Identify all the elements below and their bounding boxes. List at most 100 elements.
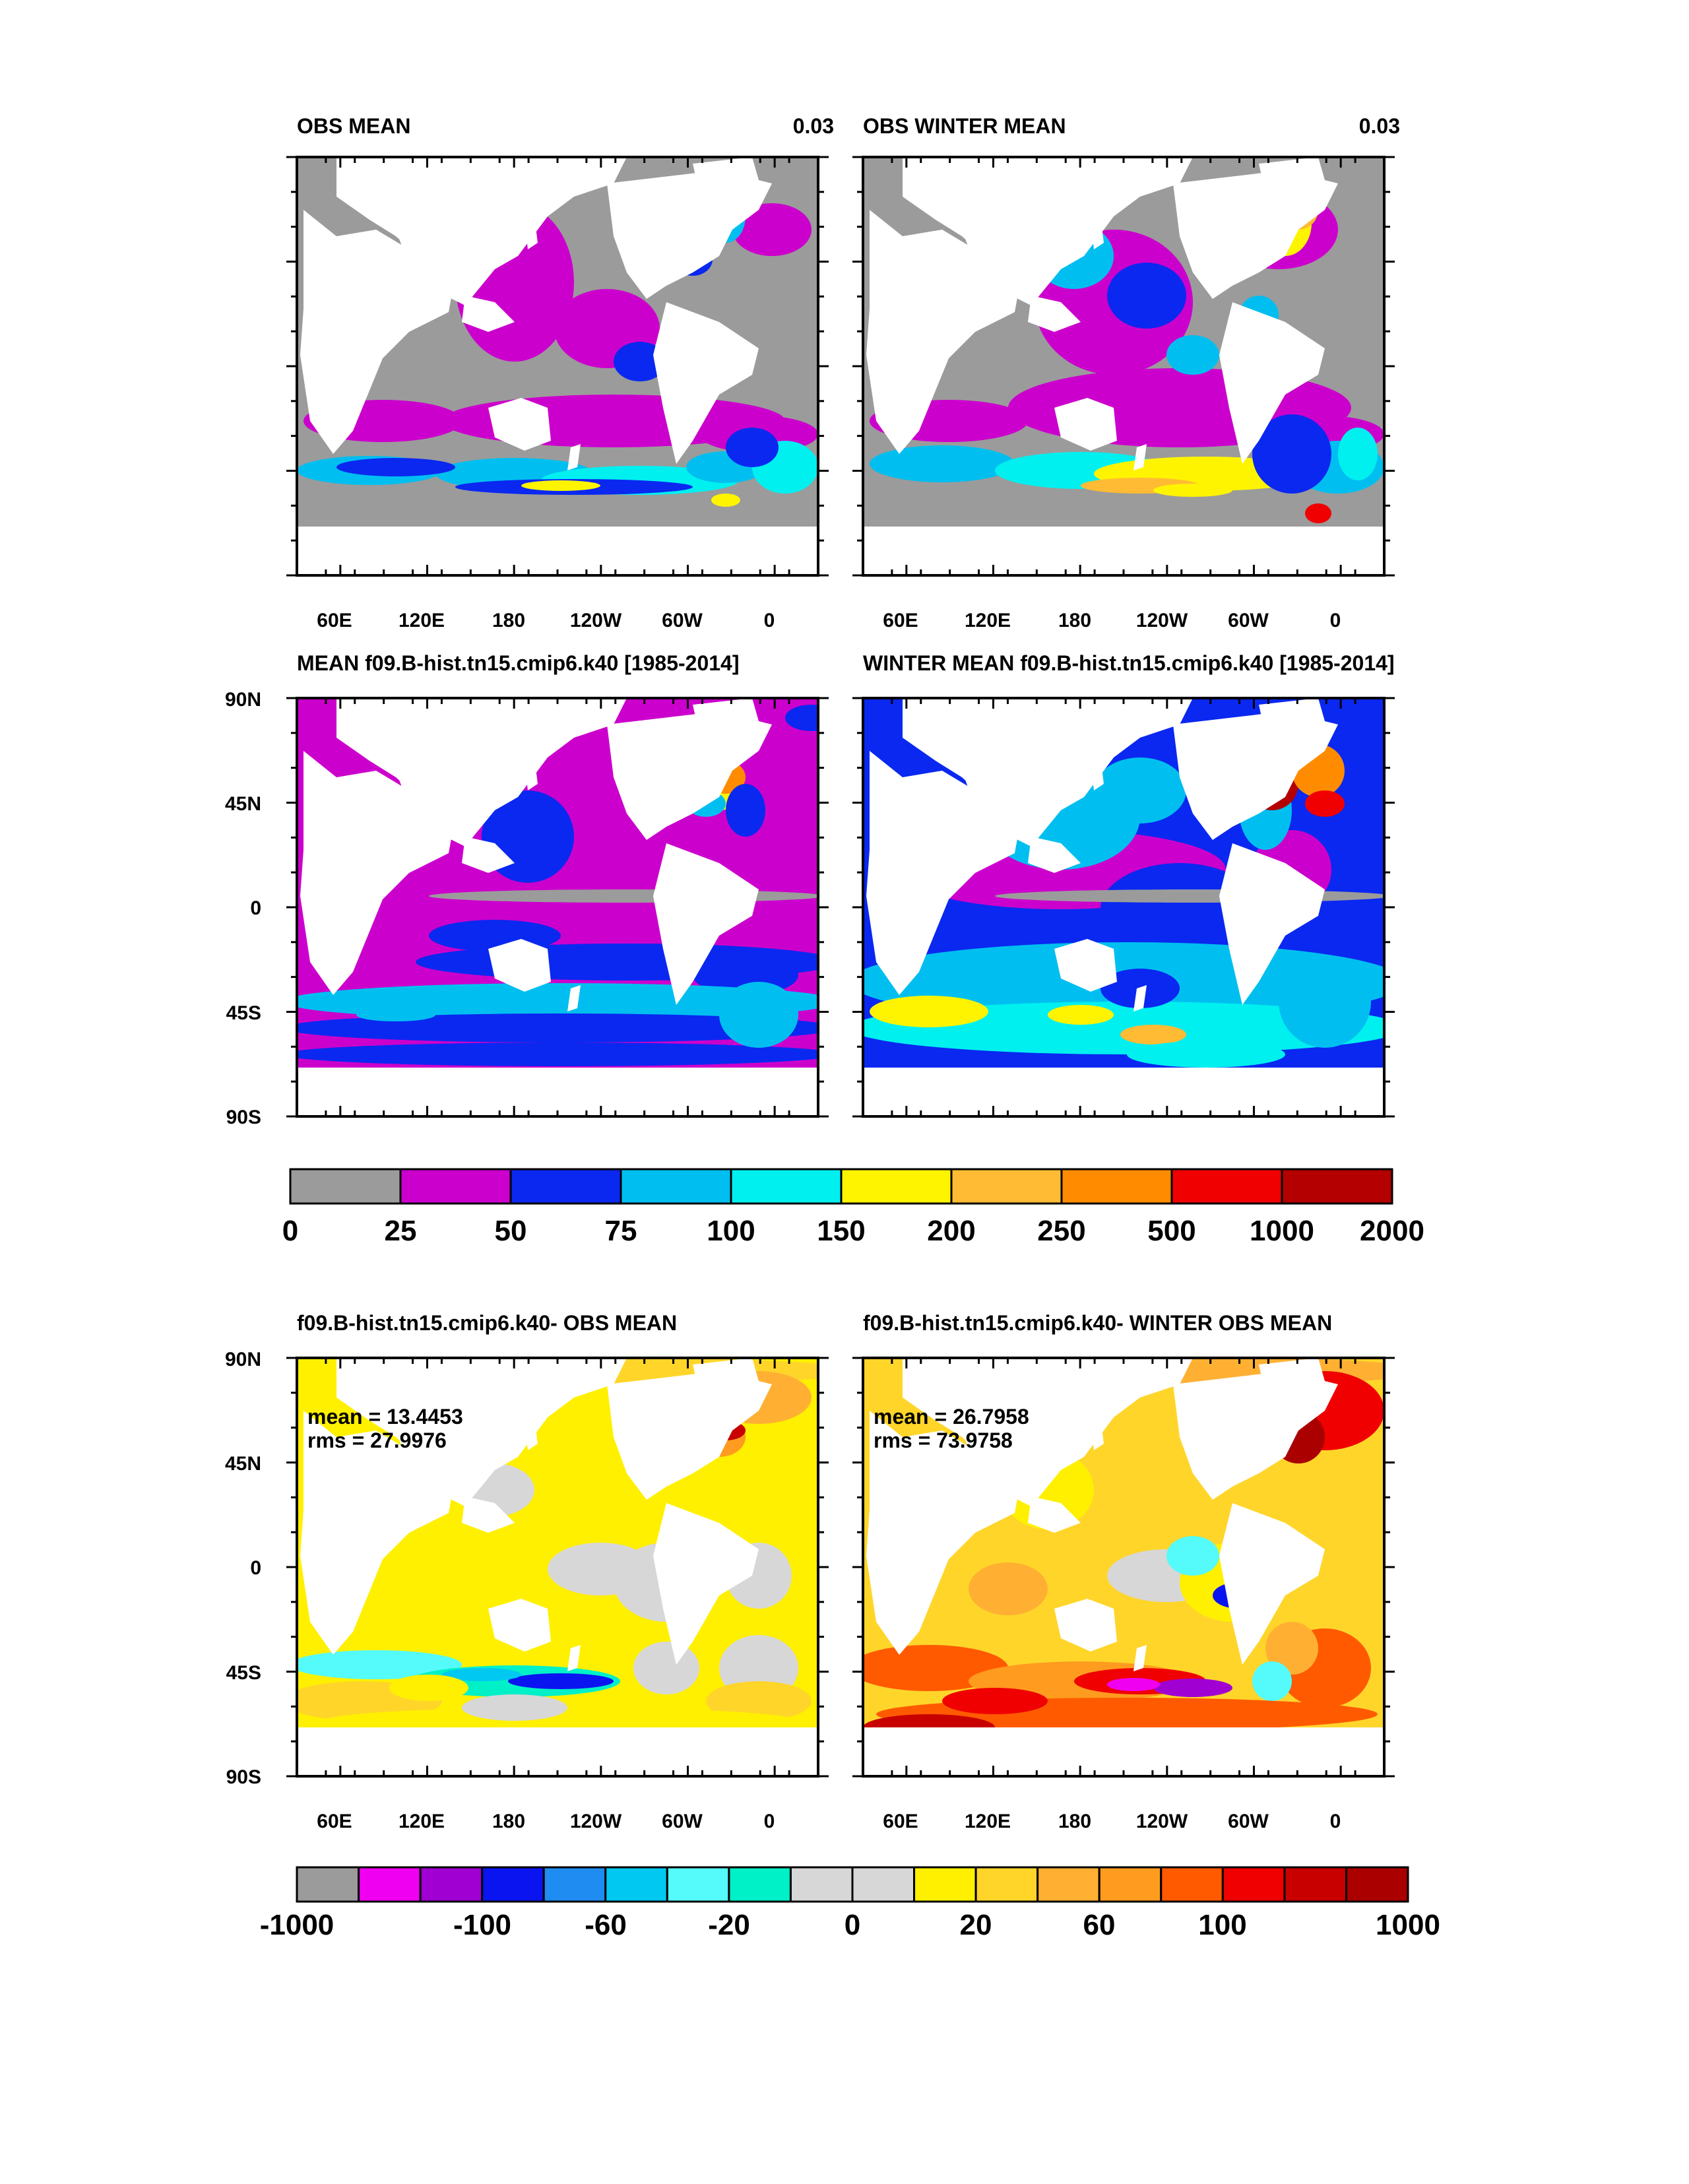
lon-label: 60E (317, 1811, 352, 1832)
lon-label: 120E (965, 1811, 1011, 1832)
colorbar-box (1221, 1866, 1286, 1903)
field-contour (1279, 955, 1371, 1048)
colorbar-box (419, 1866, 484, 1903)
stats-mean: mean = 26.7958 (874, 1405, 1029, 1429)
land-shape (297, 1727, 818, 1776)
colorbar-label: -60 (585, 1909, 627, 1941)
land-shape (488, 398, 551, 451)
land-shape (1259, 698, 1325, 744)
field-contour (633, 1642, 699, 1694)
lon-tick-labels: 60E 120E 180 120W 60W 0 (883, 610, 1341, 631)
colorbar-absolute: 0 25 50 75 100 150 200 250 500 1000 2000 (282, 1168, 1424, 1247)
field-contour (614, 342, 666, 381)
colorbar-label: 50 (495, 1215, 527, 1247)
field-contour (1120, 1025, 1186, 1044)
land-shape (866, 751, 1015, 995)
land-shape (488, 939, 551, 992)
land-shape (1219, 302, 1325, 464)
land-mask (863, 698, 1384, 1116)
land-shape (863, 527, 1384, 575)
lat-tick-labels: 90N 45N 0 45S 90S (225, 689, 261, 1128)
colorbar-label: -100 (453, 1909, 511, 1941)
land-shape (693, 698, 759, 744)
colorbar-box (481, 1866, 545, 1903)
land-mask (297, 157, 818, 575)
colorbar-label: 75 (605, 1215, 637, 1247)
colorbar-label: 1000 (1250, 1215, 1314, 1247)
colorbar-label: 60 (1083, 1909, 1116, 1941)
colorbar-labels: -1000 -100 -60 -20 0 20 60 100 1000 (260, 1909, 1440, 1941)
land-shape (1133, 985, 1147, 1012)
colorbar-box (1098, 1866, 1163, 1903)
colorbar-label: -20 (708, 1909, 750, 1941)
colorbar-box (1160, 1866, 1224, 1903)
colorbar-box (1036, 1866, 1100, 1903)
field-contour (726, 784, 765, 837)
colorbar-box (1345, 1866, 1409, 1903)
field-contour (1153, 1679, 1232, 1697)
lon-tick-labels: 60E 120E 180 120W 60W 0 (317, 610, 775, 631)
land-shape (336, 157, 627, 305)
land-shape (1054, 939, 1117, 992)
lon-label: 180 (492, 1811, 525, 1832)
land-shape (903, 698, 1193, 847)
lat-label: 45S (226, 1002, 261, 1024)
field-contour (785, 705, 818, 731)
colorbar-box (289, 1168, 402, 1205)
axis-ticks (286, 697, 829, 1118)
panel-title: f09.B-hist.tn15.cmip6.k40- OBS MEAN (297, 1311, 677, 1335)
field-contour (508, 1673, 614, 1689)
field-contour (732, 203, 812, 256)
stats-mean: mean = 13.4453 (307, 1405, 463, 1429)
land-shape (988, 1457, 1021, 1513)
land-mask (863, 157, 1384, 575)
land-shape (300, 1411, 449, 1655)
lon-label: 60E (317, 610, 352, 631)
land-shape (525, 1417, 538, 1450)
lon-label: 120W (570, 1811, 622, 1832)
lat-label: 90S (226, 1766, 261, 1788)
land-shape (903, 157, 1193, 305)
field-contour (1265, 1622, 1318, 1675)
field-contour (429, 889, 818, 903)
field-contour (1338, 428, 1378, 480)
land-shape (462, 837, 515, 873)
land-shape (988, 256, 1021, 312)
land-shape (1133, 444, 1147, 470)
panel-model-mean: MEAN f09.B-hist.tn15.cmip6.k40 [1985-201… (225, 651, 829, 1128)
colorbar-box (1283, 1866, 1347, 1903)
lon-label: 180 (492, 610, 525, 631)
lat-label: 90N (225, 1349, 261, 1370)
panel-diff-winter-mean: f09.B-hist.tn15.cmip6.k40- WINTER OBS ME… (852, 1311, 1395, 1832)
colorbar-label: 100 (707, 1215, 755, 1247)
axis-ticks (286, 156, 829, 577)
land-shape (567, 444, 581, 470)
field-contour (297, 1013, 818, 1043)
land-shape (525, 216, 538, 249)
panel-model-winter-mean: WINTER MEAN f09.B-hist.tn15.cmip6.k40 [1… (852, 651, 1395, 1118)
field-contour (297, 1043, 818, 1066)
field-contour (942, 1688, 1048, 1714)
land-shape (422, 256, 455, 312)
field-contour (1305, 503, 1331, 523)
field-contour (442, 1668, 521, 1681)
field-contour (1094, 757, 1186, 823)
lon-label: 0 (764, 1811, 775, 1832)
lon-label: 120E (398, 1811, 445, 1832)
lon-label: 60W (662, 610, 703, 631)
land-shape (863, 1727, 1384, 1776)
field-contour (995, 889, 1384, 903)
field-contour (356, 1008, 435, 1021)
land-shape (297, 527, 818, 575)
field-contour (870, 445, 1015, 482)
stats-rms: rms = 73.9758 (874, 1429, 1013, 1452)
panel-title: f09.B-hist.tn15.cmip6.k40- WINTER OBS ME… (863, 1311, 1332, 1335)
lat-label: 0 (250, 1557, 261, 1579)
colorbar-box (509, 1168, 622, 1205)
land-mask (863, 1358, 1384, 1776)
colorbar-boxes (296, 1866, 1409, 1903)
colorbar-label: 0 (844, 1909, 860, 1941)
lon-label: 60E (883, 1811, 918, 1832)
field-contour (969, 1562, 1048, 1615)
panel-obs-mean: OBS MEAN 0.03 60E 120E 180 120W 60W 0 (286, 114, 834, 631)
